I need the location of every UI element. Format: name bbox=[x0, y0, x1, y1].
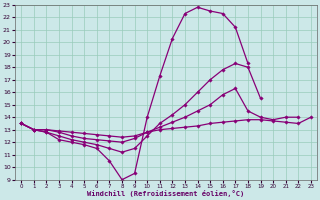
X-axis label: Windchill (Refroidissement éolien,°C): Windchill (Refroidissement éolien,°C) bbox=[87, 190, 245, 197]
